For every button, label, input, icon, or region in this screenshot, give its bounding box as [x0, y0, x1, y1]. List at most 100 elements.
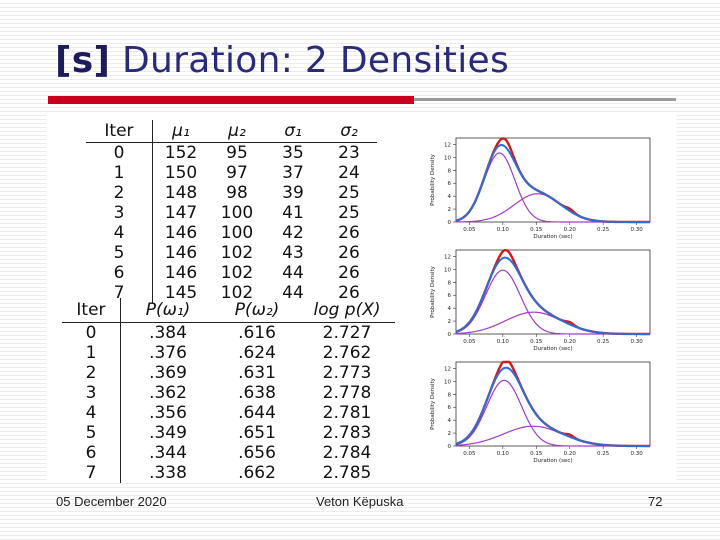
table-cell: 26: [338, 223, 360, 243]
header-p-omega2: P(ω₂): [215, 298, 299, 323]
x-tick-label: 0.20: [564, 339, 577, 345]
density-plot-1: 0.05 0.10 0.15 0.20 0.25 0.30 0 2 4 6 8 10 12 Duratio…: [430, 137, 651, 240]
table-cell: 2.784: [322, 443, 372, 463]
table-cell: .616: [238, 323, 276, 343]
table-cell: 3: [62, 383, 121, 403]
footer-page-number: 72: [648, 494, 663, 509]
x-tick-label: 0.05: [463, 339, 476, 345]
component-2-curve: [455, 269, 650, 335]
x-tick-label: 0.10: [497, 339, 510, 345]
x-axis-label: Duration (sec): [533, 234, 572, 240]
em-parameter-table: Iter μ₁ μ₂ σ₁ σ₂ 0 152 95 35 23 1 150 97 37 24 2 14…: [86, 120, 377, 303]
table-row: 7 .338 .662 2.785: [62, 463, 395, 483]
table-cell: .662: [238, 463, 276, 483]
table-header-row: Iter P(ω₁) P(ω₂) log p(X): [62, 298, 395, 323]
table-cell: 97: [226, 163, 248, 183]
slide-content: Iter μ₁ μ₂ σ₁ σ₂ 0 152 95 35 23 1 150 97 37 24 2 14…: [46, 112, 676, 483]
table-cell: 2.781: [322, 403, 372, 423]
x-tick-label: 0.15: [530, 451, 543, 457]
table-row: 2 .369 .631 2.773: [62, 363, 395, 383]
table-cell: 25: [338, 183, 360, 203]
y-tick-label: 2: [448, 431, 452, 437]
x-tick-label: 0.25: [597, 451, 610, 457]
table-row: 1 150 97 37 24: [86, 163, 377, 183]
table-cell: 6: [86, 263, 153, 283]
table-cell: 2.773: [322, 363, 372, 383]
table-cell: 146: [164, 263, 198, 283]
y-tick-label: 12: [444, 254, 451, 260]
table-cell: 98: [226, 183, 248, 203]
mixture-density-curve: [455, 366, 650, 447]
table-row: 4 146 100 42 26: [86, 223, 377, 243]
x-tick-label: 0.10: [497, 227, 510, 233]
table-cell: 146: [164, 243, 198, 263]
x-tick-label: 0.30: [630, 339, 643, 345]
x-tick-label: 0.05: [463, 451, 476, 457]
table-row: 6 146 102 44 26: [86, 263, 377, 283]
y-tick-label: 8: [448, 392, 452, 398]
table-cell: 2.785: [322, 463, 372, 483]
phoneme-symbol: [s]: [55, 40, 111, 81]
header-sigma2: σ₂: [321, 120, 377, 143]
y-tick-label: 4: [448, 418, 452, 424]
table-cell: 2.762: [322, 343, 372, 363]
table-cell: .369: [149, 363, 187, 383]
table-cell: 95: [226, 143, 248, 163]
table-cell: 1: [62, 343, 121, 363]
x-axis-label: Duration (sec): [533, 458, 572, 464]
header-p-omega1: P(ω₁): [120, 298, 215, 323]
empirical-density-curve: [455, 137, 650, 224]
slide-title: [s] Duration: 2 Densities: [55, 40, 509, 81]
table-cell: .356: [149, 403, 187, 423]
table-cell: 0: [86, 142, 153, 163]
table-cell: .349: [149, 423, 187, 443]
table-cell: 5: [86, 243, 153, 263]
footer-date: 05 December 2020: [56, 494, 167, 509]
table-cell: 147: [164, 203, 198, 223]
table-row: 4 .356 .644 2.781: [62, 403, 395, 423]
table-cell: 102: [220, 243, 254, 263]
y-tick-label: 6: [448, 293, 452, 299]
table-cell: 102: [220, 263, 254, 283]
y-tick-label: 12: [444, 142, 451, 148]
table-cell: .624: [238, 343, 276, 363]
x-tick-label: 0.15: [530, 339, 543, 345]
y-tick-label: 8: [448, 280, 452, 286]
y-tick-label: 6: [448, 405, 452, 411]
table-cell: 146: [164, 223, 198, 243]
table-cell: 2.783: [322, 423, 372, 443]
table-cell: 0: [62, 322, 121, 343]
y-axis-label: Probability Density: [430, 153, 436, 205]
table-cell: .638: [238, 383, 276, 403]
component-2-curve: [455, 379, 650, 447]
table-cell: 43: [282, 243, 304, 263]
table-row: 0 .384 .616 2.727: [62, 322, 395, 343]
table-cell: .362: [149, 383, 187, 403]
table-cell: 2.778: [322, 383, 372, 403]
table-cell: 35: [282, 143, 304, 163]
footer-author: Veton Këpuska: [316, 494, 404, 509]
plot-frame: [455, 137, 651, 223]
x-tick-label: 0.30: [630, 227, 643, 233]
mixture-density-curve: [455, 143, 650, 223]
header-mu1: μ₁: [152, 120, 209, 143]
header-iter: Iter: [86, 120, 153, 143]
table-cell: 6: [62, 443, 121, 463]
table-cell: 26: [338, 263, 360, 283]
y-axis-label: Probability Density: [430, 377, 436, 429]
table-cell: 148: [164, 183, 198, 203]
table-row: 2 148 98 39 25: [86, 183, 377, 203]
table-cell: 7: [62, 463, 121, 483]
table-cell: 3: [86, 203, 153, 223]
table-cell: .344: [149, 443, 187, 463]
table-row: 5 146 102 43 26: [86, 243, 377, 263]
x-tick-label: 0.25: [597, 227, 610, 233]
x-tick-label: 0.20: [564, 227, 577, 233]
table-row: 0 152 95 35 23: [86, 142, 377, 163]
y-tick-label: 8: [448, 168, 452, 174]
table-cell: 4: [62, 403, 121, 423]
y-tick-label: 2: [448, 207, 452, 213]
y-tick-label: 0: [448, 444, 452, 450]
table-cell: .384: [149, 323, 187, 343]
x-axis-label: Duration (sec): [533, 346, 572, 352]
